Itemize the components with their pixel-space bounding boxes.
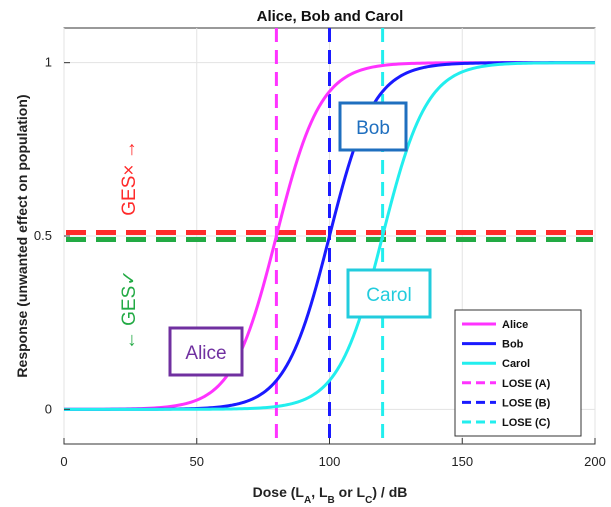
x-tick-label: 0 — [60, 454, 67, 469]
legend-label: Bob — [502, 339, 524, 351]
carol-callout-text: Carol — [366, 285, 411, 306]
legend-box — [454, 309, 582, 437]
chart-title: Alice, Bob and Carol — [257, 8, 404, 25]
y-axis-label: Response (unwanted effect on population) — [14, 94, 30, 377]
x-axis-label-sub-a: A — [304, 495, 311, 506]
x-axis-label-part: , L — [311, 484, 328, 500]
bob-callout-text: Bob — [356, 118, 390, 139]
x-axis-label-sub-c: C — [365, 495, 372, 506]
legend-label: LOSE (B) — [502, 397, 551, 409]
ges-met-label: ← GES✓ — [119, 270, 140, 350]
legend: Alice Bob Carol LOSE (A) LOSE (B) LOSE (C) — [454, 309, 582, 437]
alice-callout: Alice — [168, 326, 244, 377]
axis-ticks: 0 50 100 150 200 0 0.5 1 — [34, 55, 606, 469]
series-line — [64, 61, 595, 411]
bob-callout: Bob — [338, 101, 408, 152]
x-tick-label: 200 — [584, 454, 606, 469]
legend-label: LOSE (C) — [502, 417, 551, 429]
x-axis-label-part: ) / dB — [372, 484, 407, 500]
legend-items: Alice Bob Carol LOSE (A) LOSE (B) LOSE (C) — [462, 319, 551, 429]
legend-label: Alice — [502, 319, 528, 331]
x-axis-label-sub-b: B — [328, 495, 335, 506]
y-tick-label: 0.5 — [34, 228, 52, 243]
x-tick-label: 50 — [190, 454, 204, 469]
y-tick-label: 1 — [45, 55, 52, 70]
threshold-lines — [66, 230, 593, 242]
carol-callout: Carol — [346, 268, 432, 319]
legend-label: LOSE (A) — [502, 378, 551, 390]
response-curves — [64, 61, 595, 411]
x-axis-label: Dose (LA, LB or LC) / dB — [253, 484, 408, 506]
alice-callout-text: Alice — [185, 343, 226, 364]
x-tick-label: 150 — [451, 454, 473, 469]
x-tick-label: 100 — [319, 454, 341, 469]
x-axis-label-part: Dose (L — [253, 484, 305, 500]
ges-exceeded-label: GES× → — [119, 140, 140, 216]
y-tick-label: 0 — [45, 401, 52, 416]
x-axis-label-part: or L — [335, 484, 366, 500]
legend-label: Carol — [502, 358, 530, 370]
